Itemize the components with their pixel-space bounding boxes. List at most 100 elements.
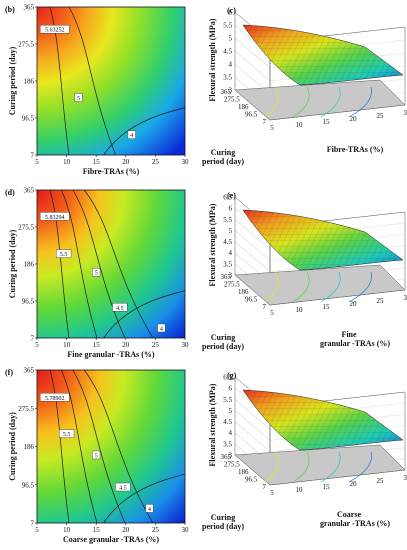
- floor-contour: [320, 86, 341, 118]
- floor-contour: [320, 451, 341, 483]
- floor-contour: [292, 86, 310, 118]
- y-tick-label: 7: [263, 303, 267, 311]
- floor-contour: [292, 271, 310, 303]
- wall-grid: [234, 230, 271, 261]
- y-axis-title: Curing: [211, 333, 235, 342]
- floor-contour: [320, 271, 341, 303]
- x-tick-label: 10: [63, 158, 71, 166]
- z-tick-label: 4.5: [223, 418, 232, 426]
- x-axis-title: Fibre-TRAs (%): [327, 145, 384, 154]
- contour-label: 4: [160, 326, 163, 332]
- y-axis-title: period (day): [202, 522, 244, 531]
- contour-label: 5.83294: [45, 215, 65, 221]
- surface-mesh: [243, 390, 403, 450]
- y-tick-label: 96.5: [245, 111, 258, 119]
- contour-label: 5.5: [60, 252, 68, 258]
- x-tick-label: 30: [404, 294, 407, 302]
- x-axis-title: Fine: [341, 330, 357, 339]
- y-tick-label: 186: [238, 468, 249, 476]
- y-tick-label: 365: [221, 453, 232, 461]
- panel-label: (f): [5, 368, 13, 377]
- z-tick-label: 3: [229, 452, 233, 460]
- wall-grid: [234, 241, 271, 272]
- contour-label-box: [115, 482, 131, 492]
- z-tick-label: 5.5: [223, 396, 232, 404]
- x-tick-label: 15: [323, 303, 331, 311]
- z-tick-label: 3: [229, 87, 233, 95]
- x-tick-label: 20: [122, 526, 130, 534]
- x-tick-label: 5: [270, 489, 274, 497]
- floor-contour: [264, 86, 279, 118]
- heatmap-panel: 5.63252 5 4 5 10 15 20 25 30 7 96.5 186 275.5 365 Fibr…: [5, 4, 189, 177]
- z-tick-label: 4.5: [223, 48, 232, 56]
- contour-label: 5: [77, 96, 80, 102]
- contour-label-box: [112, 303, 128, 312]
- x-tick-label: 25: [152, 526, 160, 534]
- surface-panel: 3 3.5 4 4.5 5 5.5 6 6.5 5 10 15 20 25 30 7 96.5186275.5…: [202, 191, 407, 351]
- x-tick-label: 20: [350, 480, 358, 488]
- y-axis-title: period (day): [202, 342, 244, 351]
- floor-plane: [234, 264, 406, 306]
- z-tick-label: 6.5: [223, 194, 232, 202]
- y-tick-label: 365: [221, 88, 232, 96]
- z-tick-label: 4: [229, 249, 233, 257]
- x-tick-label: 20: [122, 341, 130, 349]
- contour-line: [68, 6, 116, 156]
- contour-label: 5: [95, 271, 98, 277]
- z-tick-label: 6.5: [223, 374, 232, 382]
- y-tick-label: 96.5: [22, 298, 35, 306]
- x-tick-label: 15: [323, 483, 331, 491]
- contour-label: 5.78902: [45, 396, 65, 402]
- contour-line: [103, 107, 186, 156]
- wall-grid: [234, 410, 271, 441]
- z-tick-label: 4: [229, 429, 233, 437]
- y-axis-title: Curing period (day): [8, 412, 17, 481]
- heatmap-fill: [37, 370, 185, 523]
- x-tick-label: 20: [350, 300, 358, 308]
- floor-plane: [234, 79, 406, 121]
- contour-label: 4.5: [119, 486, 127, 492]
- contour-label: 5: [95, 453, 98, 459]
- z-tick-label: 5: [229, 35, 233, 43]
- y-tick-label: 365: [24, 367, 35, 375]
- x-axis-title: Fibre-TRAs (%): [83, 167, 140, 176]
- x-tick-label: 25: [152, 341, 160, 349]
- y-tick-label: 96.5: [22, 481, 35, 489]
- floor-contour: [264, 271, 279, 303]
- y-tick-label: 365: [24, 187, 35, 195]
- x-tick-label: 5: [35, 158, 39, 166]
- contour-line: [72, 369, 126, 524]
- z-tick-label: 3.5: [223, 440, 232, 448]
- y-axis-title: Curing: [211, 148, 235, 157]
- z-tick-label: 5.5: [223, 216, 232, 224]
- x-tick-label: 15: [93, 158, 101, 166]
- y-axis-title: Curing period (day): [8, 46, 17, 115]
- wall-grid: [234, 399, 271, 430]
- z-tick-label: 4: [229, 61, 233, 69]
- x-tick-label: 10: [296, 486, 304, 494]
- y-tick-label: 275.5: [18, 405, 34, 413]
- contour-line: [49, 6, 70, 156]
- surface-panel: 3 3.5 4 4.5 5 5.5 6 6.5 5 10 15 20 25 30 7 96.5186275.5…: [202, 371, 407, 531]
- contour-label-box: [145, 504, 154, 513]
- x-tick-label: 30: [404, 474, 407, 482]
- z-tick-label: 3.5: [223, 74, 232, 82]
- x-tick-label: 30: [182, 158, 190, 166]
- y-tick-label: 186: [238, 288, 249, 296]
- z-axis-title: Flexural strength (MPa): [208, 203, 217, 286]
- x-tick-label: 5: [270, 309, 274, 317]
- wall-grid: [234, 50, 271, 82]
- x-tick-label: 20: [350, 115, 358, 123]
- floor-contour: [264, 451, 279, 483]
- contour-label-box: [74, 93, 83, 102]
- floor-contour: [292, 451, 310, 483]
- y-tick-label: 7: [31, 152, 35, 160]
- y-axis-title: Curing period (day): [8, 229, 17, 298]
- panel-label: (g): [227, 371, 237, 380]
- y-tick-label: 186: [24, 443, 35, 451]
- contour-label-box: [92, 450, 101, 460]
- floor-contour: [348, 86, 372, 118]
- y-axis-title: Curing: [211, 513, 235, 522]
- x-tick-label: 25: [152, 158, 160, 166]
